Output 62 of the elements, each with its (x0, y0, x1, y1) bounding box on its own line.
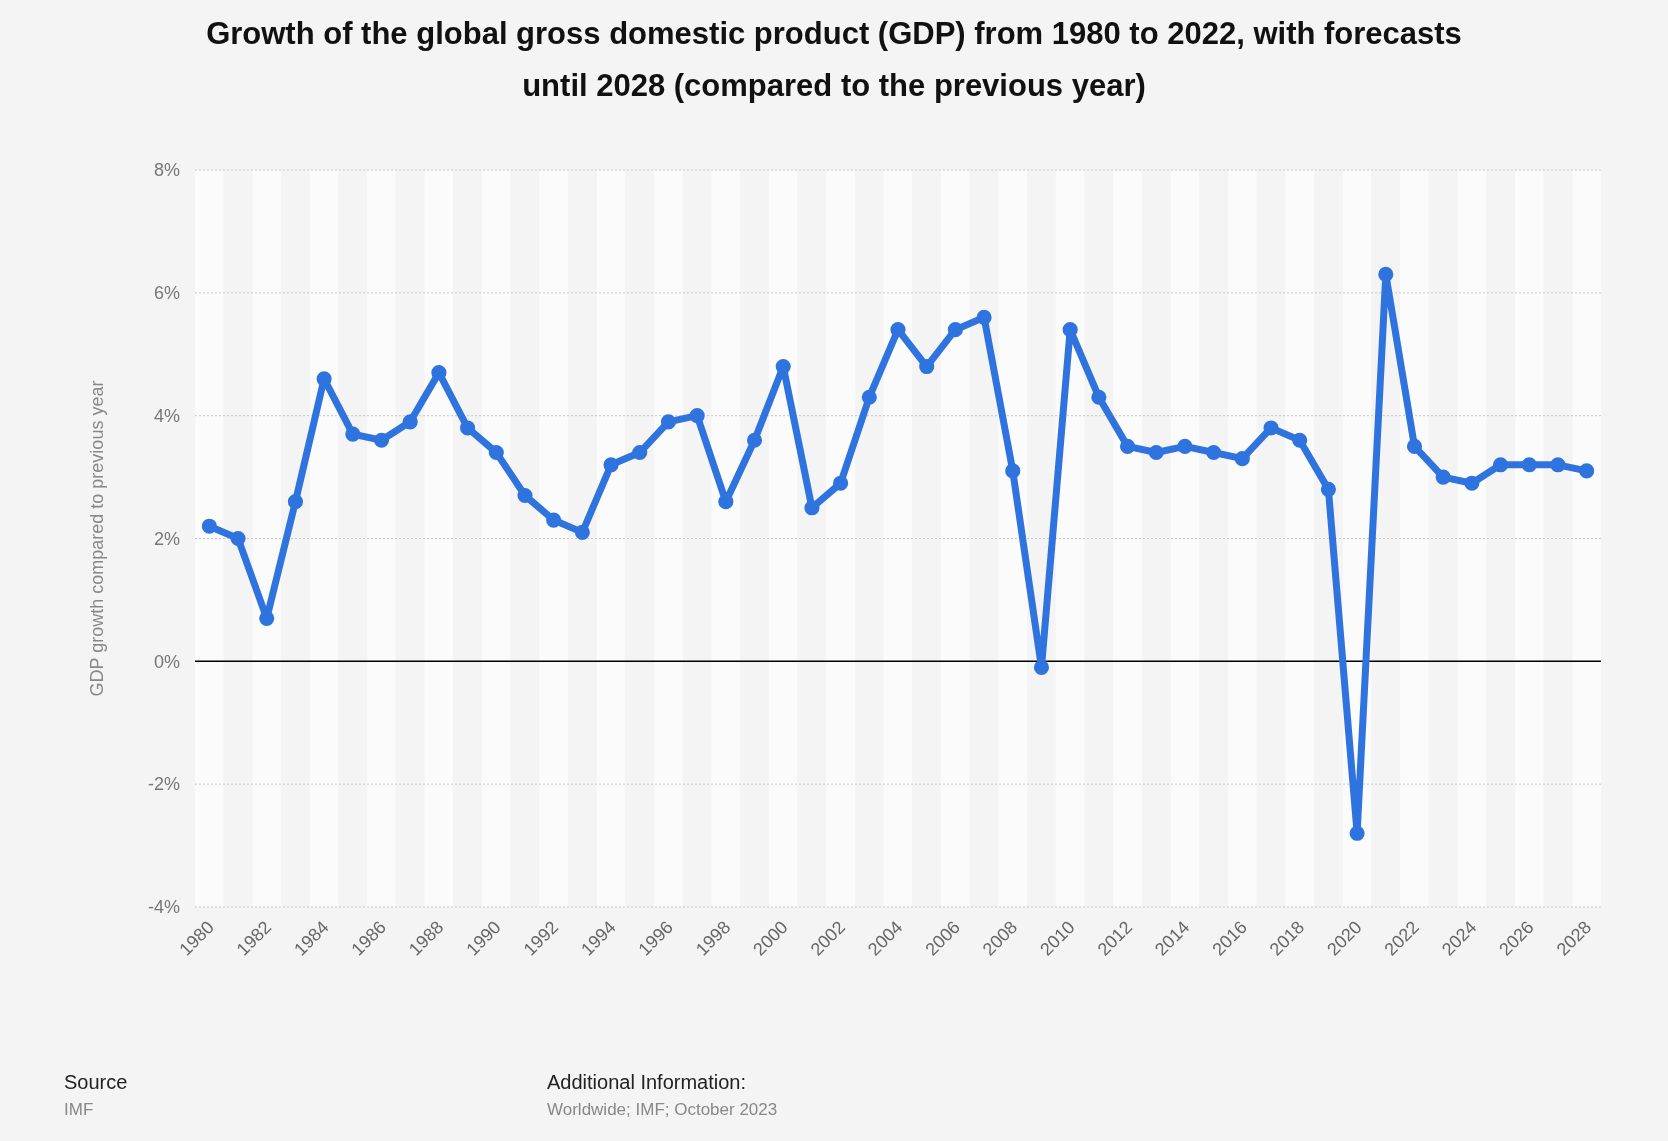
point (546, 512, 562, 528)
point (689, 408, 705, 424)
point (775, 358, 791, 375)
point (1320, 481, 1336, 497)
y-tick-label: 4% (153, 405, 180, 426)
y-tick-label: 0% (153, 651, 180, 672)
point (517, 487, 533, 504)
point (1579, 463, 1595, 479)
point (1263, 420, 1279, 436)
y-tick-label: 8% (153, 160, 180, 181)
point (1435, 469, 1451, 485)
point (1406, 438, 1423, 454)
point (488, 444, 504, 461)
point (833, 475, 849, 491)
point (603, 457, 619, 473)
point (1148, 444, 1164, 461)
point (1464, 475, 1480, 491)
text: Additional Information: (547, 1071, 747, 1093)
point (574, 524, 590, 540)
point (718, 494, 734, 510)
point (1177, 438, 1193, 454)
y-tick-label: -2% (147, 774, 180, 795)
y-tick-label: 6% (153, 283, 180, 304)
point (1206, 444, 1222, 461)
chart-title: Growth of the global gross domestic product (GDP) from 1980 to 2022, with forecasts until 2028 (compared to the previous year) (206, 16, 1462, 103)
point (632, 444, 648, 461)
point (976, 309, 992, 325)
point (460, 420, 476, 436)
point (861, 389, 877, 405)
text: Source (64, 1071, 128, 1093)
point (373, 432, 390, 448)
point (431, 365, 447, 381)
point (345, 426, 361, 442)
point (890, 322, 906, 338)
point (1378, 266, 1394, 282)
y-tick-label: 2% (153, 528, 180, 549)
point (259, 610, 275, 626)
point (230, 530, 246, 547)
point (1062, 322, 1078, 338)
point (804, 500, 820, 516)
point (919, 358, 935, 375)
point (746, 432, 763, 448)
point (1550, 457, 1566, 473)
point (1005, 463, 1021, 479)
point (287, 494, 303, 510)
point (316, 371, 332, 387)
y-axis-title: GDP growth compared to previous year (87, 380, 107, 697)
point (1033, 659, 1050, 676)
point (947, 322, 963, 338)
point (660, 414, 677, 430)
y-tick-label: -4% (147, 897, 180, 918)
point (1292, 432, 1308, 448)
text: Worldwide; IMF; October 2023 (547, 1100, 778, 1119)
point (1349, 825, 1365, 841)
point (1091, 389, 1107, 405)
point (1234, 451, 1250, 467)
point (1119, 438, 1136, 454)
text: IMF (64, 1100, 94, 1119)
point (201, 518, 217, 534)
point (1521, 457, 1537, 473)
point (402, 414, 418, 430)
point (1493, 457, 1509, 473)
